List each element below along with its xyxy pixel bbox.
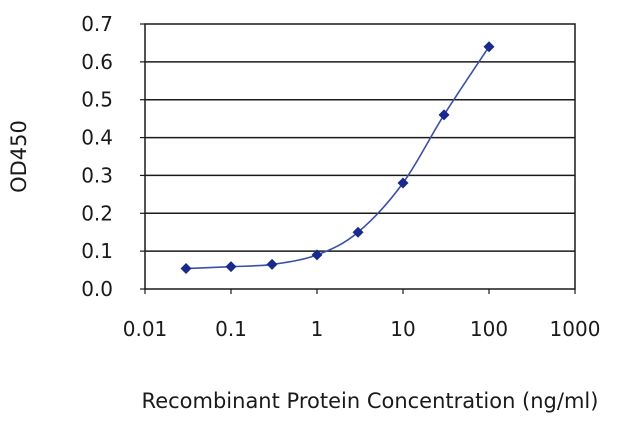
y-tick-label: 0.7	[81, 12, 113, 36]
plot-area	[144, 23, 576, 290]
x-tick-label: 1	[311, 317, 324, 341]
x-tick-label: 0.1	[215, 317, 247, 341]
x-tick-label: 10	[390, 317, 415, 341]
data-point	[311, 249, 323, 261]
y-tick-label: 0.0	[81, 277, 113, 301]
y-tick-label: 0.2	[81, 201, 113, 225]
data-point	[225, 261, 237, 273]
data-point	[483, 41, 495, 53]
data-point	[352, 226, 364, 238]
y-tick-label: 0.4	[81, 126, 113, 150]
series-layer	[180, 41, 495, 275]
x-tick-label: 100	[470, 317, 508, 341]
x-tick-label: 1000	[550, 317, 601, 341]
x-axis-ticks: 0.01 0.1 1 10 100 1000	[123, 289, 601, 341]
y-axis-ticks: 0.0 0.1 0.2 0.3 0.4 0.5 0.6 0.7	[81, 12, 145, 301]
y-tick-label: 0.3	[81, 163, 113, 187]
gridlines	[145, 61, 575, 252]
y-axis-title: OD450	[7, 120, 31, 193]
x-tick-label: 0.01	[123, 317, 168, 341]
data-point	[266, 258, 278, 270]
data-point	[438, 109, 450, 121]
y-tick-label: 0.5	[81, 88, 113, 112]
x-axis-title: Recombinant Protein Concentration (ng/ml…	[142, 389, 599, 413]
data-point	[180, 263, 192, 275]
y-tick-label: 0.1	[81, 239, 113, 263]
data-point	[397, 177, 409, 189]
y-tick-label: 0.6	[81, 50, 113, 74]
